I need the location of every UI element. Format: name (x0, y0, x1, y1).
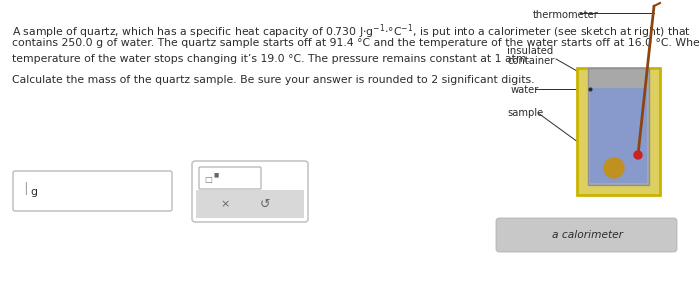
Text: □: □ (204, 175, 212, 184)
Bar (577, 68, 660, 195)
Text: │: │ (22, 182, 29, 194)
Bar (196, 190, 304, 218)
Text: insulated: insulated (507, 46, 553, 56)
Text: Calculate the mass of the quartz sample. Be sure your answer is rounded to 2 sig: Calculate the mass of the quartz sample.… (12, 75, 535, 85)
Bar (588, 68, 649, 185)
Text: ↺: ↺ (260, 198, 270, 210)
Text: a calorimeter: a calorimeter (552, 230, 622, 240)
Circle shape (634, 151, 642, 159)
FancyBboxPatch shape (13, 171, 172, 211)
Text: g: g (30, 187, 37, 197)
Text: container: container (507, 56, 554, 66)
Text: contains 250.0 g of water. The quartz sample starts off at 91.4 °C and the tempe: contains 250.0 g of water. The quartz sa… (12, 38, 700, 48)
Text: thermometer: thermometer (533, 10, 599, 20)
Text: sample: sample (507, 108, 543, 118)
FancyBboxPatch shape (496, 218, 677, 252)
Text: water: water (511, 85, 540, 95)
Text: ■: ■ (213, 172, 218, 177)
Text: ×: × (220, 199, 230, 209)
FancyBboxPatch shape (199, 167, 261, 189)
Text: temperature of the water stops changing it’s 19.0 °C. The pressure remains const: temperature of the water stops changing … (12, 54, 530, 64)
Text: A sample of quartz, which has a specific heat capacity of 0.730 J$\cdot$g$^{-1}$: A sample of quartz, which has a specific… (12, 22, 691, 40)
FancyBboxPatch shape (192, 161, 308, 222)
Circle shape (604, 158, 624, 178)
Bar (590, 88, 647, 183)
